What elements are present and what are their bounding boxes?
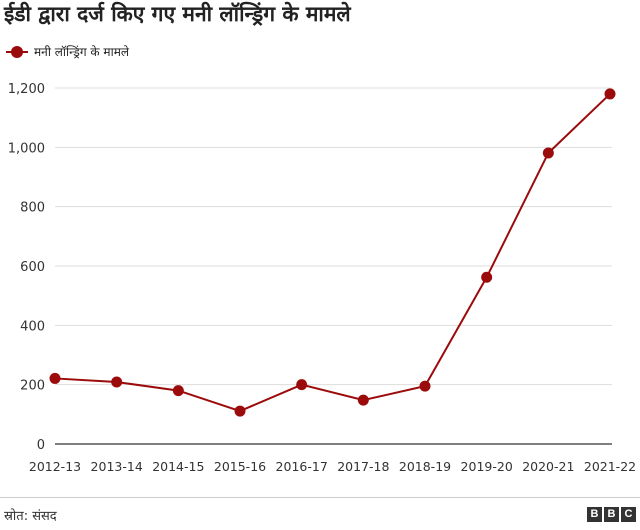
- x-tick-label: 2018-19: [399, 459, 451, 474]
- bbc-logo: B B C: [587, 507, 636, 522]
- y-tick-label: 800: [20, 201, 45, 216]
- data-point: [234, 405, 246, 417]
- data-point: [542, 147, 554, 159]
- y-tick-label: 1,200: [8, 82, 45, 97]
- y-tick-label: 400: [20, 319, 45, 334]
- legend-label: मनी लॉन्ड्रिंग के मामले: [34, 45, 130, 59]
- x-tick-label: 2019-20: [461, 459, 513, 474]
- x-tick-label: 2020-21: [522, 459, 574, 474]
- y-tick-label: 600: [20, 260, 45, 275]
- logo-letter: B: [587, 507, 602, 522]
- data-point: [49, 372, 61, 384]
- y-tick-label: 200: [20, 379, 45, 394]
- y-tick-label: 1,000: [8, 141, 45, 156]
- x-tick-label: 2016-17: [276, 459, 328, 474]
- series-line: [54, 93, 611, 413]
- data-point: [481, 271, 493, 283]
- data-point: [357, 394, 369, 406]
- logo-letter: C: [621, 507, 636, 522]
- x-tick-label: 2013-14: [91, 459, 143, 474]
- legend-marker-icon: [6, 45, 28, 58]
- data-point: [604, 88, 616, 100]
- logo-letter: B: [604, 507, 619, 522]
- x-tick-label: 2012-13: [29, 459, 81, 474]
- legend: मनी लॉन्ड्रिंग के मामले: [6, 43, 129, 60]
- data-point: [296, 379, 308, 391]
- x-tick-label: 2017-18: [337, 459, 389, 474]
- data-point: [111, 376, 123, 388]
- x-tick-label: 2015-16: [214, 459, 266, 474]
- chart-title: ईडी द्वारा दर्ज किए गए मनी लॉन्ड्रिंग के…: [4, 2, 351, 26]
- source-note: स्रोत: संसद: [4, 509, 57, 524]
- legend-dot: [11, 45, 23, 58]
- y-tick-label: 0: [37, 438, 45, 453]
- data-point: [419, 380, 431, 392]
- line-chart: 0 200 400 600 800 1,000 1,200 2012-13 2013-14 201…: [8, 82, 636, 474]
- footer-divider: [0, 497, 640, 498]
- x-tick-label: 2021-22: [584, 459, 636, 474]
- x-tick-label: 2014-15: [152, 459, 204, 474]
- data-point: [172, 385, 184, 397]
